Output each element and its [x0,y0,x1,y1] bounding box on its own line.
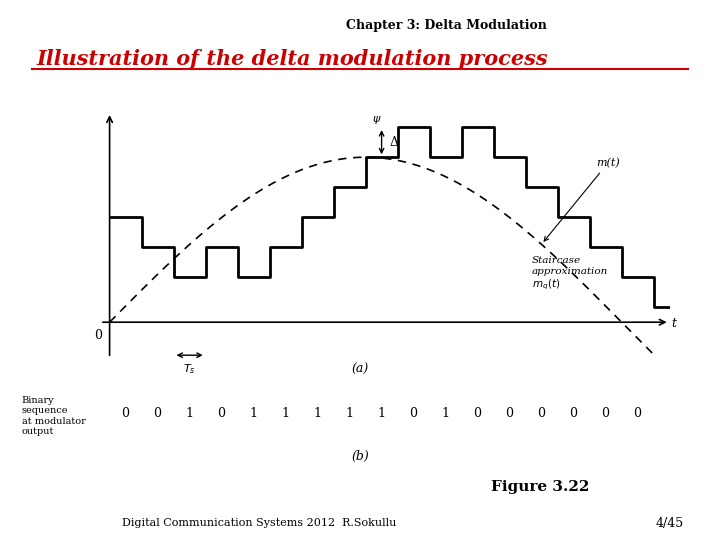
Text: 0: 0 [153,407,161,420]
Text: 0: 0 [474,407,482,420]
Text: 0: 0 [634,407,642,420]
Text: Staircase
approximation
$m_q(t)$: Staircase approximation $m_q(t)$ [532,256,608,292]
Text: Chapter 3: Delta Modulation: Chapter 3: Delta Modulation [346,19,546,32]
Text: Illustration of the delta modulation process: Illustration of the delta modulation pro… [36,49,548,69]
Text: 0: 0 [602,407,610,420]
Text: 0: 0 [122,407,130,420]
Text: 0: 0 [217,407,225,420]
Text: 1: 1 [441,407,449,420]
Text: Binary
sequence
at modulator
output: Binary sequence at modulator output [22,396,86,436]
Text: 1: 1 [377,407,386,420]
Text: 1: 1 [314,407,322,420]
Text: m(t): m(t) [544,158,620,241]
Text: Digital Communication Systems 2012  R.Sokullu: Digital Communication Systems 2012 R.Sok… [122,518,397,529]
Text: 1: 1 [346,407,354,420]
Text: 1: 1 [186,407,194,420]
Text: 0: 0 [570,407,577,420]
Text: $\psi$: $\psi$ [372,114,382,126]
Text: $T_s$: $T_s$ [184,362,196,375]
Text: Figure 3.22: Figure 3.22 [491,481,589,495]
Text: 0: 0 [538,407,546,420]
Text: (b): (b) [351,450,369,463]
Text: t: t [671,317,676,330]
Text: (a): (a) [351,362,369,376]
Text: 4/45: 4/45 [655,516,684,530]
Text: 0: 0 [410,407,418,420]
Text: 0: 0 [94,329,102,342]
Text: 1: 1 [282,407,289,420]
Text: 0: 0 [505,407,513,420]
Text: 1: 1 [250,407,258,420]
Text: Δ: Δ [390,136,399,148]
